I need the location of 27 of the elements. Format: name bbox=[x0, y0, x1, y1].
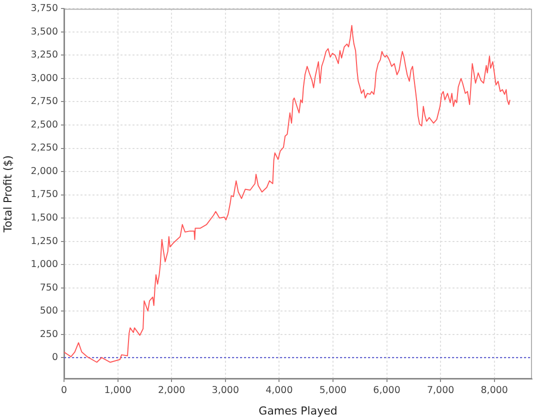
y-tick-label: 2,000 bbox=[30, 166, 58, 177]
x-axis-title: Games Played bbox=[258, 404, 338, 418]
x-tick-label: 2,000 bbox=[158, 385, 186, 396]
y-tick-label: 1,500 bbox=[30, 212, 58, 224]
y-tick-label: 2,250 bbox=[30, 142, 58, 154]
y-tick-label: 500 bbox=[40, 306, 58, 317]
x-tick-label: 0 bbox=[60, 385, 68, 396]
y-tick-label: 3,750 bbox=[30, 3, 58, 14]
y-tick-label: 2,500 bbox=[30, 119, 58, 130]
x-tick-label: 3,000 bbox=[212, 385, 239, 396]
x-tick-label: 1,000 bbox=[104, 385, 132, 396]
x-tick-label: 6,000 bbox=[373, 385, 400, 396]
y-tick-label: 3,500 bbox=[30, 26, 58, 38]
y-tick-label: 250 bbox=[40, 328, 58, 340]
x-tick-label: 8,000 bbox=[480, 385, 508, 396]
x-tick-label: 7,000 bbox=[426, 385, 454, 396]
y-tick-label: 3,000 bbox=[30, 72, 58, 84]
y-tick-label: 3,250 bbox=[30, 50, 58, 61]
y-tick-label: 0 bbox=[52, 352, 58, 364]
y-tick-label: 2,750 bbox=[30, 96, 58, 108]
y-tick-label: 1,250 bbox=[30, 236, 58, 247]
y-axis-title: Total Profit ($) bbox=[1, 155, 14, 234]
y-tick-label: 1,750 bbox=[30, 189, 58, 200]
x-tick-label: 4,000 bbox=[266, 385, 293, 396]
y-tick-label: 750 bbox=[40, 282, 58, 294]
y-tick-label: 1,000 bbox=[30, 259, 58, 270]
x-tick-label: 5,000 bbox=[319, 385, 347, 396]
